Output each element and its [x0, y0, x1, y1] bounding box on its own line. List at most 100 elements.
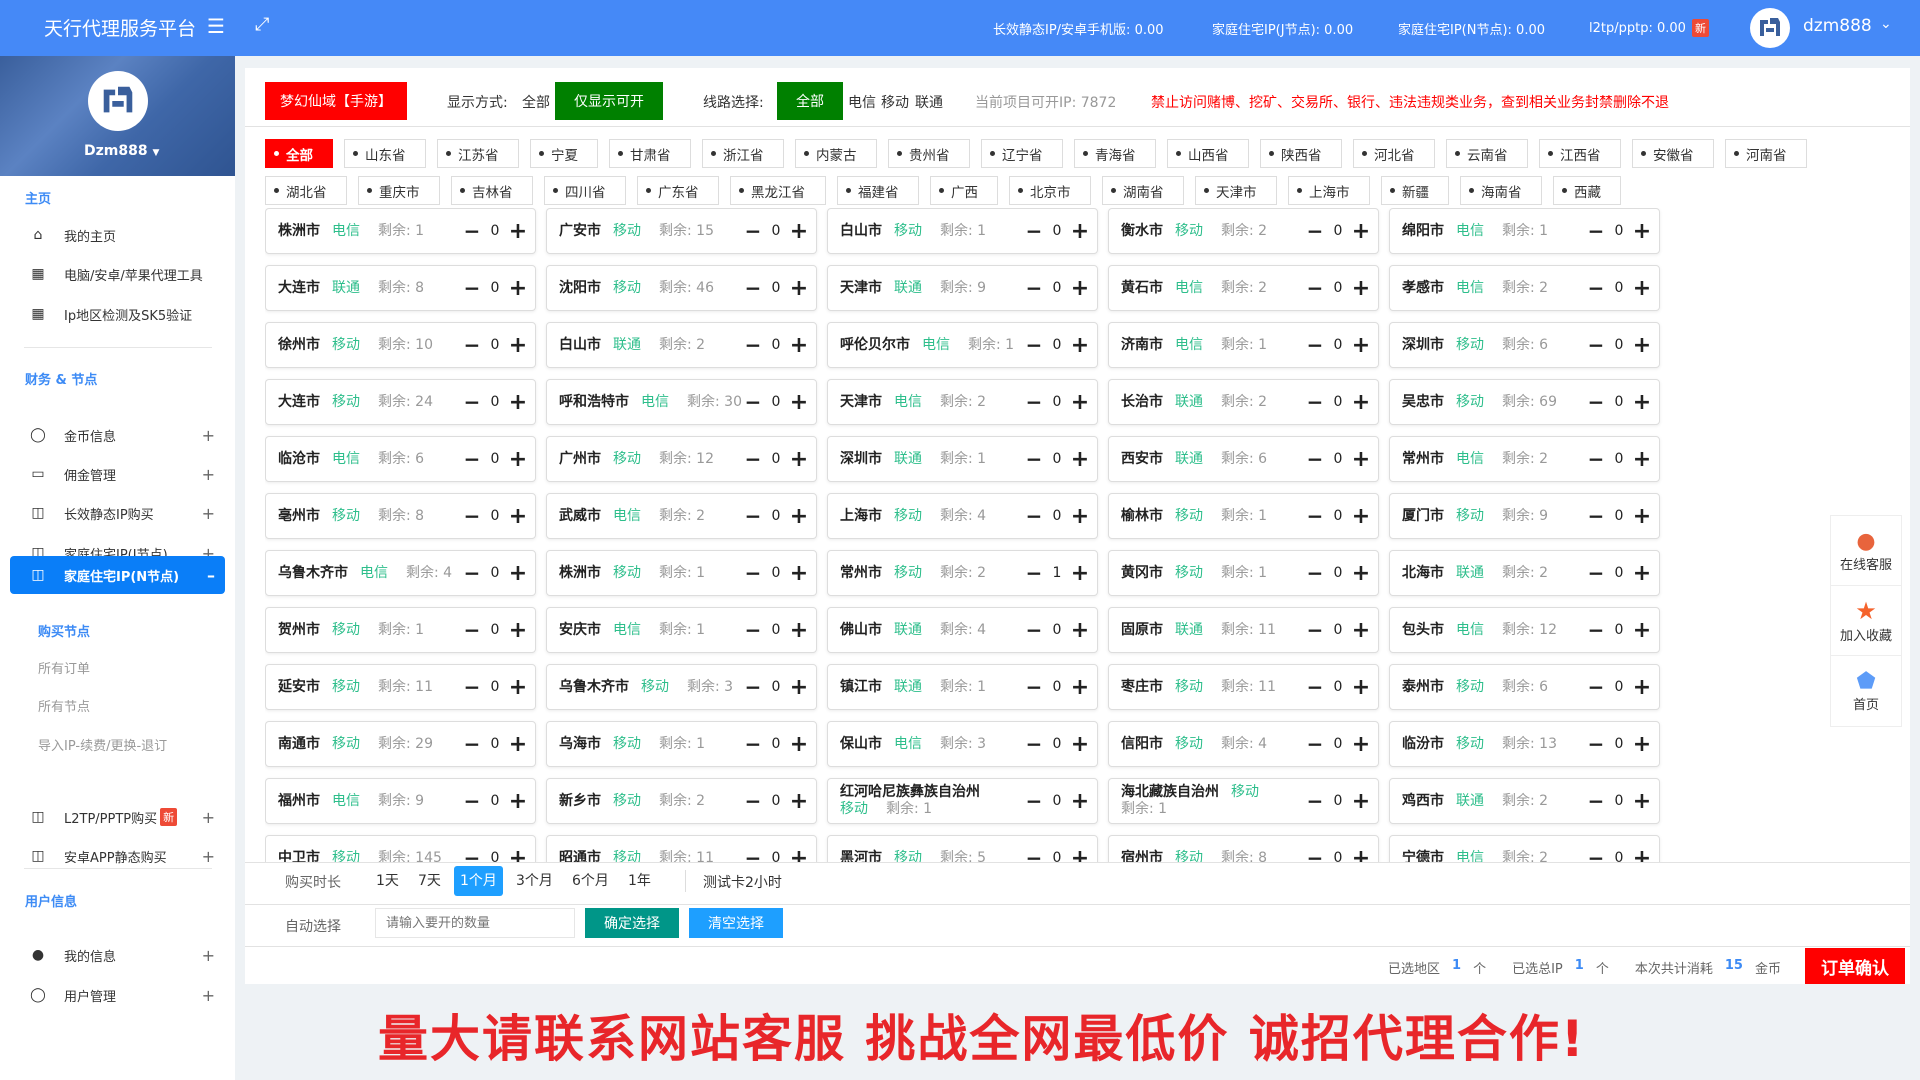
province-filter[interactable]: 西藏 — [1553, 176, 1621, 205]
plus-button[interactable]: + — [508, 503, 528, 529]
province-filter[interactable]: 辽宁省 — [981, 139, 1063, 168]
minus-button[interactable]: − — [463, 390, 481, 414]
plus-button[interactable]: + — [789, 788, 809, 814]
province-filter[interactable]: 福建省 — [837, 176, 919, 205]
quantity-value[interactable]: 0 — [1052, 793, 1062, 809]
plus-button[interactable]: + — [508, 560, 528, 586]
sidebar-item[interactable]: ● 我的信息 + — [10, 936, 225, 974]
quantity-value[interactable]: 0 — [490, 565, 500, 581]
quantity-value[interactable]: 0 — [771, 337, 781, 353]
plus-button[interactable]: + — [1351, 788, 1371, 814]
quantity-value[interactable]: 0 — [1052, 451, 1062, 467]
plus-button[interactable]: + — [1632, 674, 1652, 700]
quantity-value[interactable]: 0 — [1614, 280, 1624, 296]
plus-button[interactable]: + — [1070, 731, 1090, 757]
plus-button[interactable]: + — [1632, 560, 1652, 586]
province-filter[interactable]: 河北省 — [1353, 139, 1435, 168]
plus-button[interactable]: + — [508, 617, 528, 643]
minus-button[interactable]: − — [1025, 789, 1043, 813]
quantity-value[interactable]: 0 — [1333, 565, 1343, 581]
minus-button[interactable]: − — [1025, 618, 1043, 642]
plus-button[interactable]: + — [1070, 845, 1090, 863]
submenu-all-nodes[interactable]: 所有节点 — [38, 700, 91, 715]
minus-button[interactable]: − — [1306, 390, 1324, 414]
profile-name[interactable]: Dzm888 ▼ — [84, 143, 160, 159]
quantity-value[interactable]: 0 — [1333, 280, 1343, 296]
line-all-button[interactable]: 全部 — [777, 82, 843, 120]
submenu-all-orders[interactable]: 所有订单 — [38, 662, 91, 677]
expand-icon[interactable]: + — [201, 464, 215, 484]
plus-button[interactable]: + — [1070, 788, 1090, 814]
plus-button[interactable]: + — [789, 674, 809, 700]
quantity-value[interactable]: 0 — [1052, 280, 1062, 296]
plus-button[interactable]: + — [789, 332, 809, 358]
quantity-value[interactable]: 0 — [1052, 508, 1062, 524]
plus-button[interactable]: + — [508, 731, 528, 757]
quantity-value[interactable]: 0 — [771, 736, 781, 752]
username[interactable]: dzm888 — [1803, 16, 1872, 36]
province-filter[interactable]: 青海省 — [1074, 139, 1156, 168]
plus-button[interactable]: + — [1070, 275, 1090, 301]
sidebar-item[interactable]: ▦ 电脑/安卓/苹果代理工具 — [10, 255, 225, 293]
plus-button[interactable]: + — [789, 275, 809, 301]
plus-button[interactable]: + — [1351, 503, 1371, 529]
quantity-value[interactable]: 0 — [771, 280, 781, 296]
line-mobile[interactable]: 移动 — [881, 95, 909, 111]
minus-button[interactable]: − — [1587, 561, 1605, 585]
minus-button[interactable]: − — [463, 219, 481, 243]
sidebar-item[interactable]: ◯ 用户管理 + — [10, 976, 225, 1014]
minus-button[interactable]: − — [1587, 618, 1605, 642]
plus-button[interactable]: + — [1632, 788, 1652, 814]
online-service-button[interactable]: ● 在线客服 — [1831, 516, 1901, 586]
quantity-value[interactable]: 0 — [1333, 850, 1343, 862]
minus-button[interactable]: − — [1306, 846, 1324, 862]
province-filter[interactable]: 吉林省 — [451, 176, 533, 205]
minus-button[interactable]: − — [1587, 846, 1605, 862]
province-filter[interactable]: 海南省 — [1460, 176, 1542, 205]
plus-button[interactable]: + — [508, 845, 528, 863]
expand-icon[interactable]: + — [201, 425, 215, 445]
plus-button[interactable]: + — [1351, 845, 1371, 863]
minus-button[interactable]: − — [1587, 789, 1605, 813]
plus-button[interactable]: + — [1632, 731, 1652, 757]
quantity-value[interactable]: 0 — [1614, 622, 1624, 638]
plus-button[interactable]: + — [508, 674, 528, 700]
quantity-value[interactable]: 0 — [1052, 850, 1062, 862]
minus-button[interactable]: − — [1025, 846, 1043, 862]
minus-button[interactable]: − — [463, 333, 481, 357]
minus-button[interactable]: − — [744, 447, 762, 471]
province-filter[interactable]: 广西 — [930, 176, 998, 205]
plus-button[interactable]: + — [1070, 503, 1090, 529]
minus-button[interactable]: − — [1025, 504, 1043, 528]
province-filter[interactable]: 内蒙古 — [795, 139, 877, 168]
minus-button[interactable]: − — [744, 846, 762, 862]
quantity-value[interactable]: 0 — [1333, 451, 1343, 467]
duration-option[interactable]: 1个月 — [454, 866, 503, 896]
plus-button[interactable]: + — [1632, 332, 1652, 358]
plus-button[interactable]: + — [789, 560, 809, 586]
minus-button[interactable]: − — [1025, 390, 1043, 414]
minus-button[interactable]: − — [1306, 219, 1324, 243]
quantity-value[interactable]: 0 — [771, 622, 781, 638]
quantity-value[interactable]: 0 — [1614, 679, 1624, 695]
province-filter[interactable]: 新疆 — [1381, 176, 1449, 205]
fullscreen-icon[interactable]: ⤢ — [255, 14, 270, 35]
quantity-value[interactable]: 0 — [771, 793, 781, 809]
duration-option[interactable]: 1年 — [628, 873, 651, 889]
duration-option[interactable]: 6个月 — [572, 873, 609, 889]
quantity-value[interactable]: 0 — [490, 280, 500, 296]
sidebar-item[interactable]: ▦ Ip地区检测及SK5验证 — [10, 295, 225, 333]
minus-button[interactable]: − — [1025, 561, 1043, 585]
quantity-value[interactable]: 0 — [490, 736, 500, 752]
trial-option[interactable]: 测试卡2小时 — [703, 875, 782, 891]
minus-button[interactable]: − — [1306, 561, 1324, 585]
province-filter[interactable]: 宁夏 — [530, 139, 598, 168]
minus-button[interactable]: − — [463, 447, 481, 471]
quantity-value[interactable]: 0 — [490, 337, 500, 353]
plus-button[interactable]: + — [1351, 389, 1371, 415]
plus-button[interactable]: + — [1070, 389, 1090, 415]
plus-button[interactable]: + — [1632, 218, 1652, 244]
quantity-value[interactable]: 0 — [1052, 337, 1062, 353]
quantity-value[interactable]: 0 — [490, 793, 500, 809]
quantity-value[interactable]: 0 — [1614, 736, 1624, 752]
